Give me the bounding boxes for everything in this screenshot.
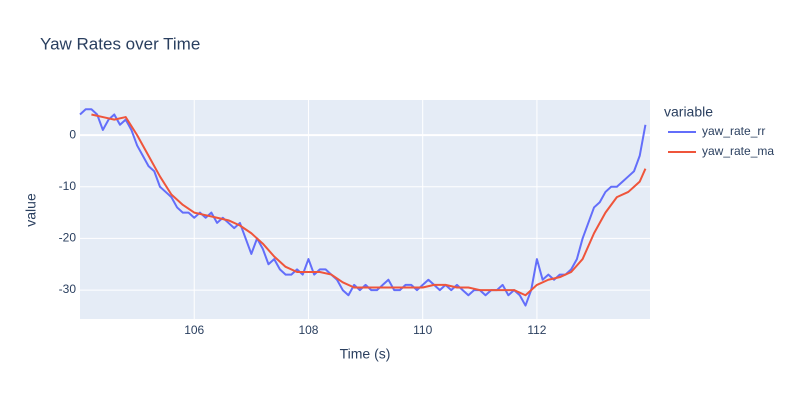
- x-tick-label: 106: [184, 323, 204, 337]
- series-line: [91, 113, 647, 297]
- grid: 106 108 110 112 0 -10 -20 -30: [59, 100, 650, 337]
- legend-title: variable: [664, 104, 713, 120]
- marks: [79, 108, 647, 307]
- y-tick-label: 0: [69, 127, 76, 141]
- x-axis-label: Time (s): [340, 346, 391, 362]
- legend: yaw_rate_rr yaw_rate_ma: [668, 124, 774, 158]
- chart-title: Yaw Rates over Time: [40, 34, 200, 53]
- y-tick-label: -30: [59, 282, 77, 296]
- legend-label: yaw_rate_rr: [702, 124, 765, 138]
- legend-label: yaw_rate_ma: [702, 144, 774, 158]
- y-tick-label: -20: [59, 231, 77, 245]
- plot-area: [80, 100, 650, 319]
- x-tick-label: 110: [413, 323, 432, 337]
- y-tick-label: -10: [59, 179, 77, 193]
- x-tick-label: 108: [298, 323, 318, 337]
- y-axis-label: value: [23, 193, 39, 227]
- x-tick-label: 112: [527, 323, 546, 337]
